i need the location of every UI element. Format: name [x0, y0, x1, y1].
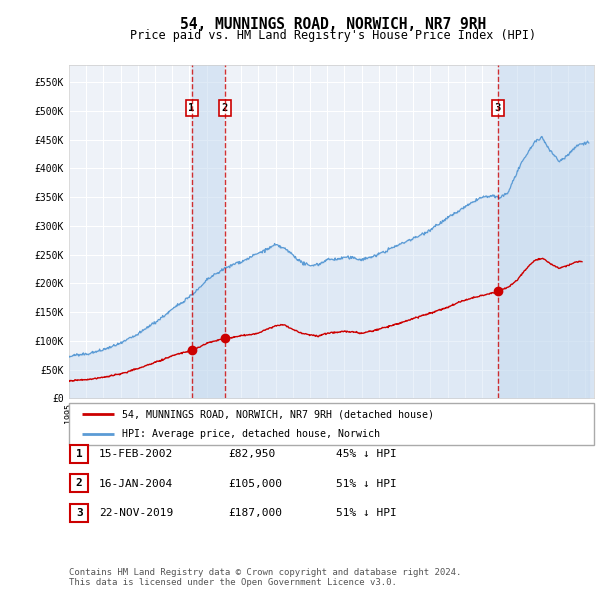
Text: 51% ↓ HPI: 51% ↓ HPI — [336, 509, 397, 518]
Text: 1: 1 — [76, 449, 83, 458]
Text: 54, MUNNINGS ROAD, NORWICH, NR7 9RH (detached house): 54, MUNNINGS ROAD, NORWICH, NR7 9RH (det… — [121, 409, 433, 419]
Text: 45% ↓ HPI: 45% ↓ HPI — [336, 450, 397, 459]
Text: 51% ↓ HPI: 51% ↓ HPI — [336, 479, 397, 489]
Text: HPI: Average price, detached house, Norwich: HPI: Average price, detached house, Norw… — [121, 429, 380, 439]
Text: 2: 2 — [221, 103, 228, 113]
Text: 3: 3 — [76, 508, 83, 517]
Text: Price paid vs. HM Land Registry's House Price Index (HPI): Price paid vs. HM Land Registry's House … — [130, 30, 536, 42]
Text: 22-NOV-2019: 22-NOV-2019 — [99, 509, 173, 518]
FancyBboxPatch shape — [70, 474, 88, 492]
Text: £187,000: £187,000 — [228, 509, 282, 518]
Text: 16-JAN-2004: 16-JAN-2004 — [99, 479, 173, 489]
Text: Contains HM Land Registry data © Crown copyright and database right 2024.
This d: Contains HM Land Registry data © Crown c… — [69, 568, 461, 587]
Text: £105,000: £105,000 — [228, 479, 282, 489]
Text: 15-FEB-2002: 15-FEB-2002 — [99, 450, 173, 459]
Text: 3: 3 — [494, 103, 501, 113]
Bar — [191, 65, 225, 398]
Text: 1: 1 — [188, 103, 194, 113]
Text: 54, MUNNINGS ROAD, NORWICH, NR7 9RH: 54, MUNNINGS ROAD, NORWICH, NR7 9RH — [180, 17, 486, 31]
Bar — [497, 65, 594, 398]
Text: £82,950: £82,950 — [228, 450, 275, 459]
FancyBboxPatch shape — [69, 403, 594, 445]
Text: 2: 2 — [76, 478, 83, 488]
FancyBboxPatch shape — [70, 504, 88, 522]
FancyBboxPatch shape — [70, 445, 88, 463]
